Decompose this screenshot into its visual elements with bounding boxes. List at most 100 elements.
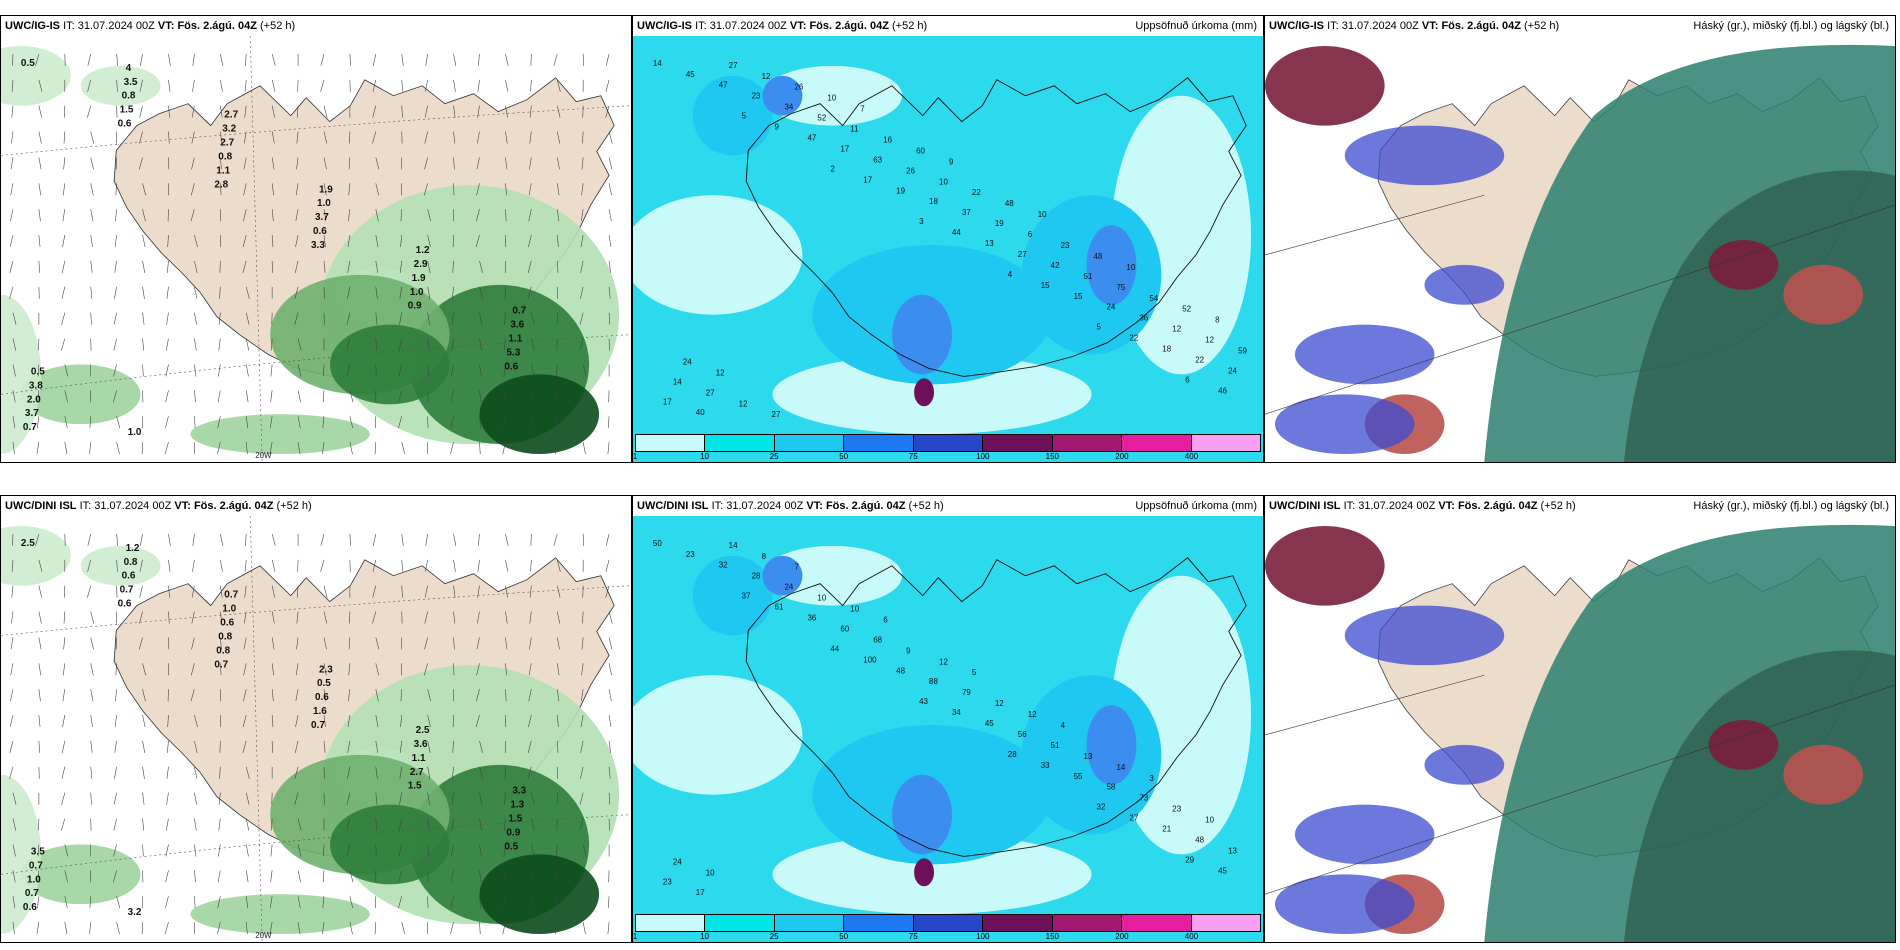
wind-barb: [424, 157, 428, 170]
wind-barb: [582, 442, 586, 455]
graticule-line: [1265, 674, 1485, 736]
extreme-precip-area: [914, 378, 935, 407]
colorbar-tick-label: 100: [976, 452, 990, 461]
wind-barb: [427, 766, 431, 779]
wind-barb: [116, 559, 118, 572]
wind-barb: [114, 740, 117, 753]
wind-barb: [477, 559, 480, 572]
wind-barb: [35, 533, 40, 546]
wind-barb: [245, 818, 250, 831]
precip-value-label: 52: [817, 114, 826, 123]
wind-speed-label: 2.7: [224, 110, 238, 121]
wind-barb: [12, 390, 16, 403]
wind-barb: [194, 844, 197, 857]
wind-barb: [191, 637, 195, 650]
precip-value-label: 27: [1129, 814, 1138, 823]
wind-barb: [192, 53, 195, 66]
wind-barb: [322, 442, 325, 455]
wind-barb: [168, 105, 170, 118]
precip-value-label: 24: [1106, 303, 1115, 312]
wind-barb: [502, 416, 506, 429]
wind-speed-label: 3.5: [31, 846, 45, 857]
wind-barb: [375, 663, 379, 676]
wind-barb: [270, 844, 273, 857]
colorbar-swatch: [774, 435, 845, 451]
wind-map[interactable]: 2.5 0.6 0.7 0.7 1.5 0.5 0.6 0.7 0.8 1.6 2.7 0.9 0.7 0…: [1, 516, 631, 942]
wind-map[interactable]: 0.5 0.6 2.8 3.3 0.9 0.6 0.7 1.5 1.1 0.6 1.0 5.3 3.7 0…: [1, 36, 631, 462]
wind-barb: [555, 390, 558, 403]
low-cloud-area: [1424, 264, 1505, 305]
cloud-map[interactable]: [1265, 36, 1895, 462]
wind-barb: [479, 442, 481, 455]
wind-barb: [527, 766, 532, 779]
wind-barb: [323, 260, 326, 273]
wind-speed-label: 2.0: [27, 394, 41, 405]
wind-barb: [581, 663, 584, 676]
precip-value-label: 47: [807, 134, 816, 143]
wind-barb: [555, 922, 558, 935]
wind-barb: [142, 235, 146, 248]
precip-value-label: 12: [1172, 325, 1181, 334]
wind-barb: [605, 53, 610, 66]
wind-barb: [453, 79, 456, 92]
wind-barb: [165, 896, 169, 909]
wind-barb: [505, 53, 509, 66]
colorbar-tick-label: 150: [1045, 452, 1060, 461]
wind-barb: [89, 922, 92, 935]
precip-value-label: 14: [1116, 763, 1125, 772]
wind-barb: [479, 286, 483, 299]
wind-barb: [398, 338, 403, 351]
wind-barb: [528, 209, 532, 222]
wind-barb: [87, 533, 92, 546]
wind-barb: [296, 585, 299, 598]
wind-barb: [479, 844, 482, 857]
wind-barb: [116, 53, 119, 66]
wind-barb: [38, 260, 40, 273]
high-cloud-area: [1708, 240, 1779, 290]
wind-barb: [450, 390, 454, 403]
wind-barb: [38, 157, 42, 170]
wind-barb: [424, 105, 428, 118]
wind-speed-label: 3.6: [510, 320, 524, 331]
wind-barb: [62, 715, 66, 728]
wind-barb: [271, 235, 274, 248]
wind-barb: [64, 390, 68, 403]
wind-barb: [245, 286, 250, 299]
wind-speed-label: 0.8: [218, 631, 232, 642]
high-cloud-area: [1783, 744, 1864, 805]
wind-barb: [9, 286, 14, 299]
wind-barb: [142, 766, 145, 779]
wind-barb: [297, 922, 301, 935]
wind-barb: [349, 390, 354, 403]
wind-barb: [142, 286, 145, 299]
precip-map[interactable]: 14 5 2 3 4 5 6 45 9 17 44 15 22 46 47 47 19 13 15 18 17 23 17 1…: [633, 36, 1263, 462]
precip-map[interactable]: 50 37 44 43 28 32 29 23 61 100 34 33 27 45 32 36 48 45 55 2…: [633, 516, 1263, 942]
wind-barb: [375, 286, 378, 299]
wind-barb: [142, 364, 144, 377]
wind-barb: [476, 209, 480, 222]
heavy-precip-area: [892, 774, 952, 855]
wind-barb: [220, 131, 223, 144]
precip-value-label: 79: [962, 688, 971, 697]
wind-barb: [271, 183, 274, 196]
wind-barb: [269, 416, 273, 429]
wind-barb: [427, 714, 431, 728]
wind-barb: [425, 533, 428, 546]
wind-barb: [138, 637, 143, 650]
wind-barb: [194, 766, 198, 779]
light-precip-area: [633, 195, 803, 315]
wind-barb: [531, 416, 534, 429]
wind-barb: [580, 235, 584, 248]
wind-barb: [245, 922, 248, 935]
wind-barb: [218, 338, 221, 351]
wind-speed-label: 0.5: [317, 678, 331, 689]
wind-barb: [556, 105, 561, 118]
precip-value-label: 32: [1097, 803, 1106, 812]
cloud-map[interactable]: [1265, 516, 1895, 942]
wind-barb: [453, 53, 457, 66]
precip-value-label: 46: [1218, 386, 1227, 395]
wind-barb: [294, 792, 299, 805]
wind-barb: [608, 715, 612, 728]
precip-value-label: 50: [653, 539, 662, 548]
wind-barb: [400, 689, 403, 702]
